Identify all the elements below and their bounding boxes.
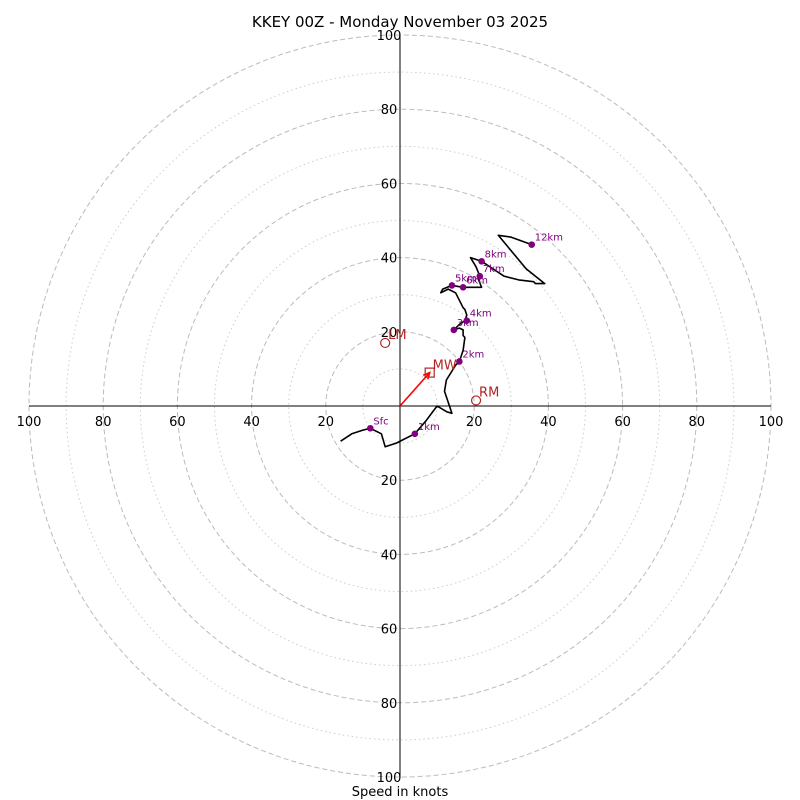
height-label-7km: 7km — [483, 264, 505, 275]
height-label-5km: 5km — [455, 273, 477, 284]
x-axis-label: Speed in knots — [352, 785, 449, 800]
x-tick-label: 80 — [689, 415, 706, 430]
height-label-2km: 2km — [462, 349, 484, 360]
y-tick-label: 40 — [381, 548, 398, 563]
y-tick-label: 100 — [377, 29, 402, 44]
x-tick-label: 80 — [95, 415, 112, 430]
tick-labels: 100 100 80 80 60 60 40 40 20 20 20 20 40 40 60 60 80 80 10… — [17, 29, 784, 786]
chart-title: KKEY 00Z - Monday November 03 2025 — [252, 13, 548, 31]
height-marker-8km — [478, 258, 485, 265]
mean-wind-marker — [424, 367, 435, 378]
storm-motion: MW RM LM — [380, 328, 499, 407]
y-tick-label: 20 — [381, 474, 398, 489]
y-tick-label: 40 — [381, 252, 398, 267]
height-label-4km: 4km — [470, 309, 492, 320]
x-tick-label: 100 — [759, 415, 784, 430]
height-markers: Sfc1km2km3km4km5km6km7km8km12km — [367, 233, 563, 438]
height-marker-4km — [463, 317, 471, 324]
mean-wind-label: MW — [433, 359, 457, 374]
height-marker-3km — [450, 326, 458, 334]
hodograph-trace — [340, 234, 546, 448]
y-tick-label: 80 — [381, 697, 398, 712]
left-mover-label: LM — [388, 328, 406, 343]
height-label-1km: 1km — [418, 422, 440, 433]
height-label-12km: 12km — [535, 233, 563, 244]
height-label-6km: 6km — [466, 275, 488, 286]
wind-profile — [340, 234, 546, 448]
y-tick-label: 100 — [377, 771, 402, 786]
right-mover-label: RM — [479, 385, 499, 400]
height-marker-2km — [456, 358, 463, 365]
x-tick-label: 40 — [243, 415, 260, 430]
height-label-sfc: Sfc — [373, 416, 388, 427]
y-tick-label: 60 — [381, 623, 398, 638]
x-tick-label: 60 — [169, 415, 186, 430]
height-marker-6km — [459, 283, 467, 291]
x-tick-label: 40 — [540, 415, 557, 430]
height-marker-5km — [448, 282, 456, 289]
right-mover-marker — [470, 395, 482, 406]
x-tick-label: 20 — [318, 415, 335, 430]
y-tick-label: 20 — [381, 326, 398, 341]
y-tick-label: 80 — [381, 103, 398, 118]
height-marker-12km — [528, 241, 536, 248]
mean-wind-vector — [399, 372, 431, 407]
height-marker-sfc — [367, 424, 374, 432]
height-marker-1km — [411, 430, 419, 438]
left-mover-marker — [380, 337, 391, 349]
y-tick-label: 60 — [381, 177, 398, 192]
x-tick-label: 60 — [614, 415, 631, 430]
x-tick-label: 100 — [17, 415, 42, 430]
height-marker-7km — [476, 272, 484, 280]
height-label-8km: 8km — [485, 249, 507, 260]
x-tick-label: 20 — [466, 415, 483, 430]
